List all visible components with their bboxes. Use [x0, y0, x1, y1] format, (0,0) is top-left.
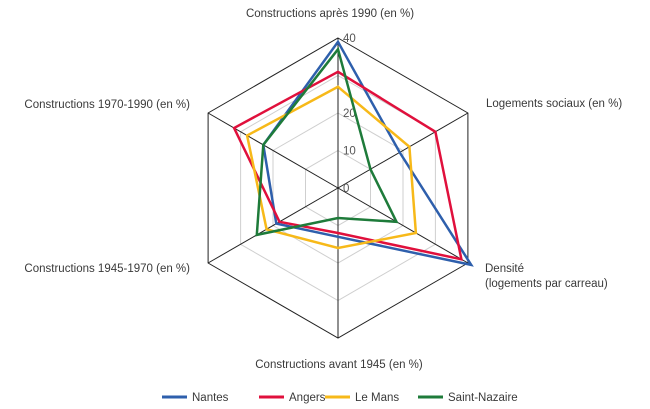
legend-label: Nantes	[192, 392, 229, 404]
legend: Nantes Angers Le Mans Saint-Nazaire	[162, 392, 518, 404]
radial-tick-labels: 0 10 20 40	[343, 33, 356, 195]
legend-item: Saint-Nazaire	[418, 392, 518, 404]
axis-label: (logements par carreau)	[485, 278, 608, 290]
axis-spoke	[207, 112, 339, 189]
axis-spoke	[207, 187, 339, 264]
series-line-angers	[232, 70, 464, 261]
axis-spoke	[337, 187, 469, 264]
tick-label: 20	[343, 108, 356, 120]
axis-label: Densité	[485, 263, 524, 275]
axis-label: Constructions 1970-1990 (en %)	[24, 99, 190, 111]
axis-label: Logements sociaux (en %)	[486, 98, 622, 110]
axis-spoke	[337, 112, 469, 189]
radar-grid	[207, 37, 469, 339]
legend-item: Angers	[259, 392, 326, 404]
legend-label: Le Mans	[355, 392, 399, 404]
legend-item: Nantes	[162, 392, 229, 404]
axis-labels: Constructions après 1990 (en %) Logements…	[24, 8, 622, 371]
tick-label: 0	[343, 183, 349, 195]
legend-label: Saint-Nazaire	[448, 392, 518, 404]
legend-item: Le Mans	[325, 392, 399, 404]
series-line-saint-nazaire	[255, 46, 399, 237]
tick-label: 10	[343, 146, 356, 158]
axis-label: Constructions avant 1945 (en %)	[255, 359, 423, 371]
axis-label: Constructions après 1990 (en %)	[246, 8, 414, 20]
legend-label: Angers	[289, 392, 326, 404]
axis-label: Constructions 1945-1970 (en %)	[24, 263, 190, 275]
series-line-le-mans	[245, 85, 418, 250]
tick-label: 40	[343, 33, 356, 45]
radar-series	[232, 39, 474, 267]
